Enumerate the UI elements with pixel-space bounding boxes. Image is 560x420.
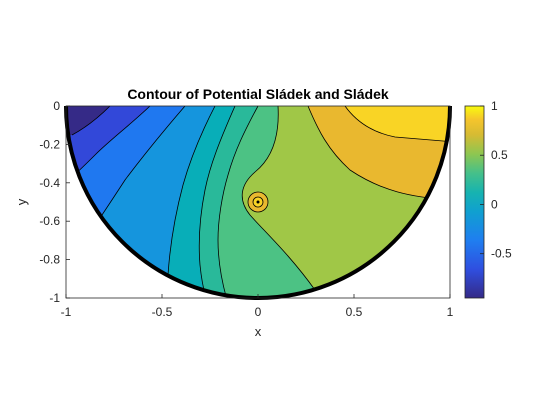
contour-line: [71, 106, 111, 136]
colorbar: [464, 105, 485, 299]
contour-line: [344, 106, 450, 143]
y-axis: 0 -0.2 -0.4 -0.6 -0.8 -1: [39, 99, 70, 305]
x-tick-label: 0: [255, 305, 262, 319]
contour-band-darkblue: [66, 106, 110, 140]
colorbar-tick-label: 0.5: [491, 148, 508, 162]
x-axis: -1 -0.5 0 0.5 1: [61, 294, 454, 319]
contour-line: [307, 106, 450, 201]
y-tick-label: -0.6: [39, 214, 60, 228]
contour-line: [241, 106, 316, 291]
singular-point-contours: [247, 191, 269, 213]
y-tick-label: -1: [49, 291, 60, 305]
y-axis-label: y: [14, 198, 29, 205]
y-tick-label: -0.4: [39, 176, 60, 190]
x-tick-label: -0.5: [152, 305, 173, 319]
colorbar-tick-label: 0: [491, 197, 498, 211]
colorbar-tick-label: 1: [491, 99, 498, 113]
colorbar-tick-label: -0.5: [491, 247, 512, 261]
colorbar-ticks: 1 0.5 0 -0.5: [480, 99, 512, 261]
x-tick-label: 0.5: [346, 305, 363, 319]
chart-title: Contour of Potential Sládek and Sládek: [127, 86, 389, 102]
y-tick-label: 0: [53, 99, 60, 113]
x-axis-label: x: [255, 324, 262, 339]
y-tick-label: -0.2: [39, 137, 60, 151]
contour-line: [167, 106, 216, 276]
contour-line: [217, 106, 259, 298]
x-tick-label: 1: [447, 305, 454, 319]
contour-band-yellow: [345, 106, 450, 142]
y-tick-label: -0.8: [39, 253, 60, 267]
x-tick-label: -1: [61, 305, 72, 319]
